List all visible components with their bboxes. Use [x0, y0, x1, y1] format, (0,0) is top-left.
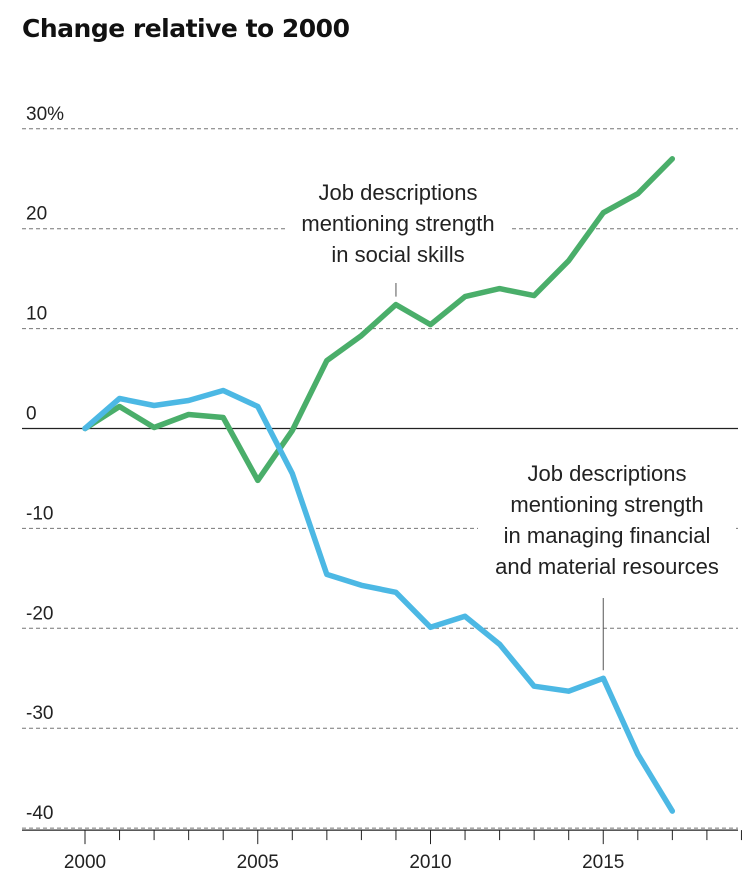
annotation: Job descriptions mentioning strength in ma…	[478, 456, 736, 671]
annotation-text: mentioning strength	[301, 211, 494, 236]
y-tick-label: -10	[26, 503, 53, 524]
x-tick-label: 2010	[409, 852, 451, 873]
y-tick-label-bg	[20, 402, 39, 425]
y-tick-label: 10	[26, 304, 47, 325]
y-tick-label-bg	[20, 102, 60, 125]
y-tick-label: 30%	[26, 104, 64, 125]
chart-title: Change relative to 2000	[22, 14, 350, 43]
y-tick-label: 20	[26, 204, 47, 225]
annotation-bg	[478, 456, 736, 584]
x-tick-label: 2000	[64, 852, 106, 873]
annotation-text: Job descriptions	[528, 461, 687, 486]
x-tick-label: 2015	[582, 852, 624, 873]
y-tick-label-bg	[20, 802, 60, 825]
x-tick-label: 2005	[237, 852, 279, 873]
annotation-text: Job descriptions	[319, 180, 478, 205]
annotation-text: in social skills	[331, 242, 464, 267]
y-tick-label-bg	[20, 302, 49, 325]
annotation-text: and material resources	[495, 554, 719, 579]
annotation-text: in managing financial	[504, 523, 711, 548]
y-tick-label-bg	[20, 502, 60, 525]
y-tick-label-bg	[20, 602, 60, 625]
y-tick-label: -20	[26, 603, 53, 624]
annotation-text: mentioning strength	[510, 492, 703, 517]
x-axis: 2000 2005 2010 2015	[22, 829, 742, 873]
annotation: Job descriptions mentioning strength in so…	[285, 175, 511, 297]
y-axis-labels: 30% 20 10 0 -10 -20 -30 -40	[20, 102, 64, 825]
series-line-financial-resources	[82, 387, 676, 814]
y-tick-label-bg	[20, 202, 49, 225]
y-tick-label-bg	[20, 702, 60, 725]
series-layer	[82, 156, 676, 814]
annotations: Job descriptions mentioning strength in so…	[285, 175, 736, 671]
annotation-bg	[285, 175, 511, 272]
y-tick-label: 0	[26, 404, 37, 425]
y-tick-label: -40	[26, 803, 53, 824]
y-tick-label: -30	[26, 703, 53, 724]
series-line-social-skills	[82, 156, 676, 484]
